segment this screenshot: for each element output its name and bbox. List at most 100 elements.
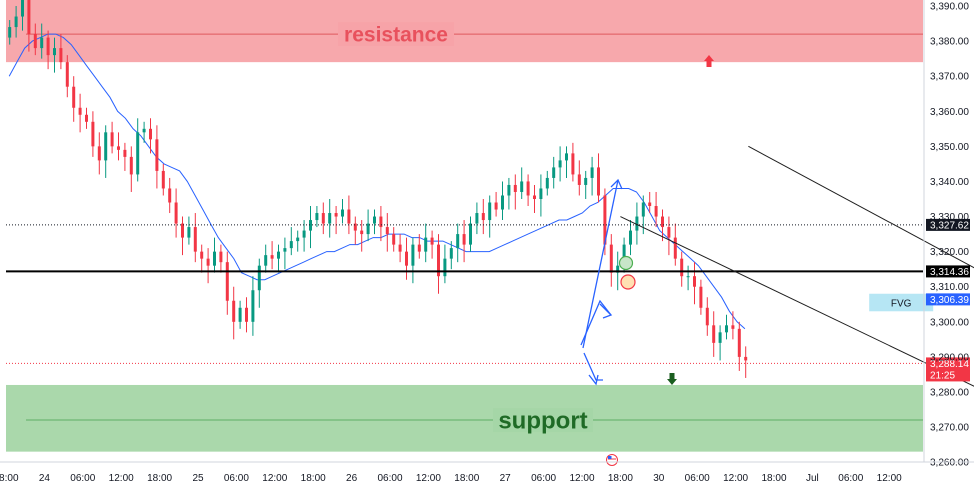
candle-body	[654, 206, 658, 217]
x-tick-label: 06:00	[838, 473, 863, 484]
candle-body	[72, 86, 76, 108]
x-tick-label: Jul	[806, 473, 819, 484]
time-axis[interactable]: 18:00 24 06:00 12:00 18:00 25 06:00 12:00 18:00 2…	[0, 461, 974, 484]
candle-body	[181, 223, 184, 238]
x-tick-label: 12:00	[723, 473, 748, 484]
candle-body	[590, 167, 594, 178]
candle-body	[91, 121, 95, 147]
candle-body	[309, 220, 312, 231]
candle-body	[603, 195, 607, 245]
y-tick-label: 3,380.00	[930, 37, 969, 48]
candle-body	[65, 62, 69, 87]
us-flag-canton	[608, 456, 612, 459]
candle-body	[577, 174, 581, 185]
candle-body	[117, 146, 120, 150]
x-tick-label: 26	[346, 473, 358, 484]
candle-body	[392, 234, 396, 245]
candle-body	[616, 265, 620, 273]
candle-body	[40, 37, 44, 49]
x-tick-label: 06:00	[70, 473, 95, 484]
x-tick-label: 18:00	[761, 473, 786, 484]
candle-body	[661, 216, 664, 228]
candle-body	[744, 356, 748, 361]
candle-body	[539, 188, 543, 199]
y-tick-label: 3,350.00	[930, 142, 969, 153]
candle-body	[667, 227, 671, 238]
y-tick-label: 3,370.00	[930, 72, 969, 83]
x-tick-label: 27	[500, 473, 512, 484]
candle-body	[270, 255, 274, 259]
candle-body	[481, 213, 485, 221]
candle-body	[264, 255, 268, 266]
candle-body	[513, 184, 517, 192]
candle-body	[315, 213, 319, 221]
candle-body	[334, 213, 338, 217]
candle-body	[277, 251, 280, 259]
candle-body	[21, 0, 24, 17]
candle-body	[136, 132, 140, 175]
candle-body	[693, 276, 696, 287]
candle-body	[187, 227, 191, 238]
candle-body	[545, 177, 549, 189]
x-tick-label: 06:00	[377, 473, 402, 484]
candle-body	[129, 156, 133, 175]
candle-body	[437, 244, 440, 277]
candle-body	[373, 216, 376, 224]
y-tick-label: 3,310.00	[930, 282, 969, 293]
candle-body	[104, 132, 108, 161]
candle-body	[347, 209, 351, 224]
candle-body	[225, 262, 229, 301]
candle-body	[737, 328, 741, 357]
horizontal-lines-layer	[6, 224, 923, 364]
candle-body	[405, 251, 408, 266]
candle-body	[494, 202, 498, 210]
candle-body	[168, 188, 172, 203]
fvg-box	[869, 293, 934, 312]
candle-body	[705, 307, 709, 326]
candle-body	[609, 244, 613, 273]
candle-body	[597, 167, 600, 196]
candle-body	[417, 244, 421, 252]
candle-body	[385, 227, 389, 235]
y-tick-label: 3,260.00	[930, 458, 969, 469]
candle-body	[283, 248, 287, 252]
x-tick-label: 12:00	[262, 473, 287, 484]
support-label: support	[498, 407, 587, 434]
price-tag: 3,288.14	[930, 359, 969, 370]
x-tick-label: 25	[192, 473, 204, 484]
candle-body	[257, 265, 261, 291]
down-arrow-icon	[667, 373, 677, 385]
candle-body	[206, 258, 210, 266]
candle-body	[193, 227, 197, 252]
channel-lower-line	[620, 216, 974, 387]
candle-body	[501, 195, 504, 210]
resistance-label-bg	[338, 22, 454, 47]
candle-body	[571, 153, 575, 175]
y-tick-label: 3,290.00	[930, 352, 969, 363]
candle-body	[469, 223, 472, 245]
candle-body	[27, 0, 31, 35]
candle-body	[443, 258, 447, 277]
candle-body	[123, 149, 127, 157]
candle-body	[712, 325, 716, 343]
y-tick-label: 3,300.00	[930, 317, 969, 328]
candle-body	[232, 300, 236, 322]
candle-body	[673, 237, 677, 259]
candle-body	[526, 181, 530, 196]
candle-body	[584, 177, 588, 185]
support-zone	[6, 384, 923, 452]
candle-body	[321, 213, 325, 224]
candle-body	[360, 230, 364, 235]
candle-body	[366, 223, 370, 235]
candle-body	[507, 184, 511, 196]
y-tick-label: 3,330.00	[930, 212, 969, 223]
bearish-arrowhead	[588, 374, 599, 386]
candle-body	[174, 202, 178, 224]
candle-body	[622, 244, 626, 266]
candle-body	[462, 234, 466, 245]
up-arrow-icon	[704, 55, 714, 67]
price-tag-bg	[926, 218, 970, 231]
channel-upper-line	[748, 145, 974, 269]
